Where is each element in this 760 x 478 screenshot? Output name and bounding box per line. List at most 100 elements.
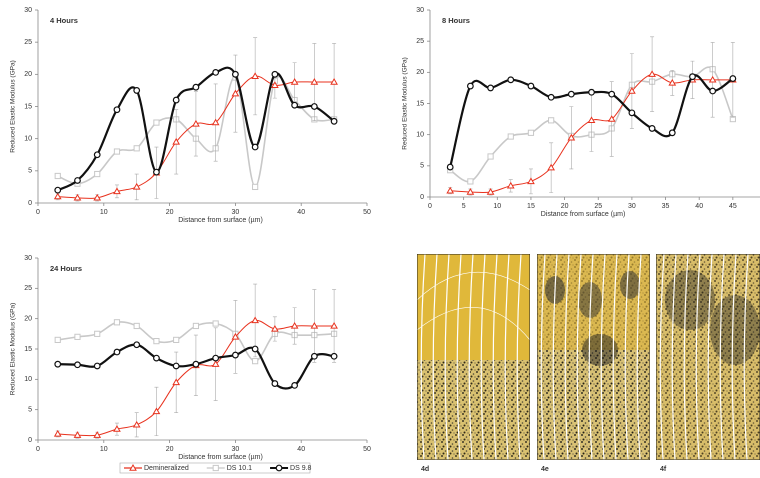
marker [153, 354, 160, 362]
y-tick-label: 20 [24, 71, 32, 78]
x-tick-label: 30 [232, 446, 240, 453]
marker [231, 351, 239, 359]
marker [310, 321, 319, 329]
marker [211, 360, 220, 367]
x-axis-title: Distance from surface (µm) [178, 217, 263, 224]
marker [547, 163, 556, 171]
marker [310, 352, 318, 360]
x-tick-label: 50 [363, 446, 371, 453]
marker [330, 352, 338, 360]
marker [628, 87, 636, 94]
x-tick-label: 20 [166, 209, 174, 216]
marker [668, 129, 676, 137]
marker [113, 348, 121, 356]
y-tick-label: 10 [416, 132, 424, 139]
x-axis-title: Distance from surface (µm) [541, 211, 626, 218]
micrograph-4d [417, 254, 530, 460]
y-tick-label: 30 [24, 255, 32, 262]
x-tick-label: 45 [729, 203, 737, 210]
x-tick-label: 0 [36, 446, 40, 453]
marker [271, 81, 279, 88]
marker [588, 88, 595, 96]
y-tick-label: 5 [420, 163, 424, 170]
legend-marker [129, 463, 137, 471]
marker [152, 407, 161, 415]
x-tick-label: 40 [695, 203, 703, 210]
marker [94, 170, 101, 178]
marker [53, 429, 62, 437]
marker [113, 148, 121, 155]
marker [54, 336, 61, 343]
plot [53, 283, 338, 439]
marker [310, 103, 318, 110]
marker [290, 78, 299, 85]
marker [330, 117, 338, 125]
marker [212, 354, 220, 362]
marker [133, 145, 140, 152]
marker [271, 324, 279, 332]
legend-marker [275, 464, 283, 472]
marker [231, 332, 240, 340]
x-tick-label: 35 [662, 203, 670, 210]
marker [709, 87, 717, 95]
marker [153, 119, 160, 126]
marker [173, 336, 180, 343]
x-tick-label: 20 [561, 203, 569, 210]
y-tick-label: 5 [28, 407, 32, 414]
marker [172, 378, 181, 386]
marker [271, 380, 279, 387]
marker [668, 78, 677, 86]
marker [506, 181, 515, 189]
marker [607, 115, 616, 122]
micrograph-4f [656, 254, 760, 460]
chart-title: 24 Hours [50, 264, 82, 273]
y-tick-label: 10 [24, 376, 32, 383]
marker [251, 316, 260, 324]
marker [547, 93, 555, 101]
y-tick-label: 20 [416, 69, 424, 76]
marker [54, 172, 61, 180]
marker [527, 82, 535, 90]
y-tick-label: 15 [24, 346, 32, 353]
marker [93, 362, 101, 370]
marker [608, 90, 616, 98]
marker [172, 362, 180, 370]
marker [231, 89, 240, 97]
marker [231, 70, 239, 78]
marker [73, 431, 82, 438]
marker [330, 78, 338, 85]
marker [192, 119, 200, 127]
marker [729, 75, 737, 82]
marker [467, 178, 474, 185]
marker [567, 133, 576, 141]
legend-label: Demineralized [144, 465, 189, 472]
marker [487, 153, 494, 160]
x-tick-label: 40 [297, 209, 305, 216]
marker [251, 345, 259, 353]
marker [172, 137, 181, 145]
chart: 0 5 10 15 20 25 30 0 5 10 15 20 25 30 35 40 45 8 Hours Dis… [402, 7, 760, 218]
marker [466, 82, 474, 90]
marker [507, 133, 514, 140]
y-tick-label: 0 [28, 437, 32, 444]
marker [54, 186, 62, 194]
marker [708, 75, 717, 83]
marker [689, 73, 696, 81]
marker [290, 321, 299, 329]
marker [113, 425, 121, 432]
marker [74, 361, 81, 369]
y-tick-label: 20 [24, 316, 32, 323]
y-tick-label: 15 [24, 103, 32, 110]
marker [567, 90, 575, 98]
marker [628, 109, 636, 117]
y-tick-label: 25 [24, 39, 32, 46]
y-tick-label: 30 [24, 7, 32, 14]
marker [291, 101, 299, 109]
x-tick-label: 20 [166, 446, 174, 453]
marker [192, 360, 200, 368]
marker [94, 330, 101, 337]
marker [113, 106, 121, 114]
panel-label: 4d [421, 466, 429, 473]
marker [648, 125, 656, 132]
